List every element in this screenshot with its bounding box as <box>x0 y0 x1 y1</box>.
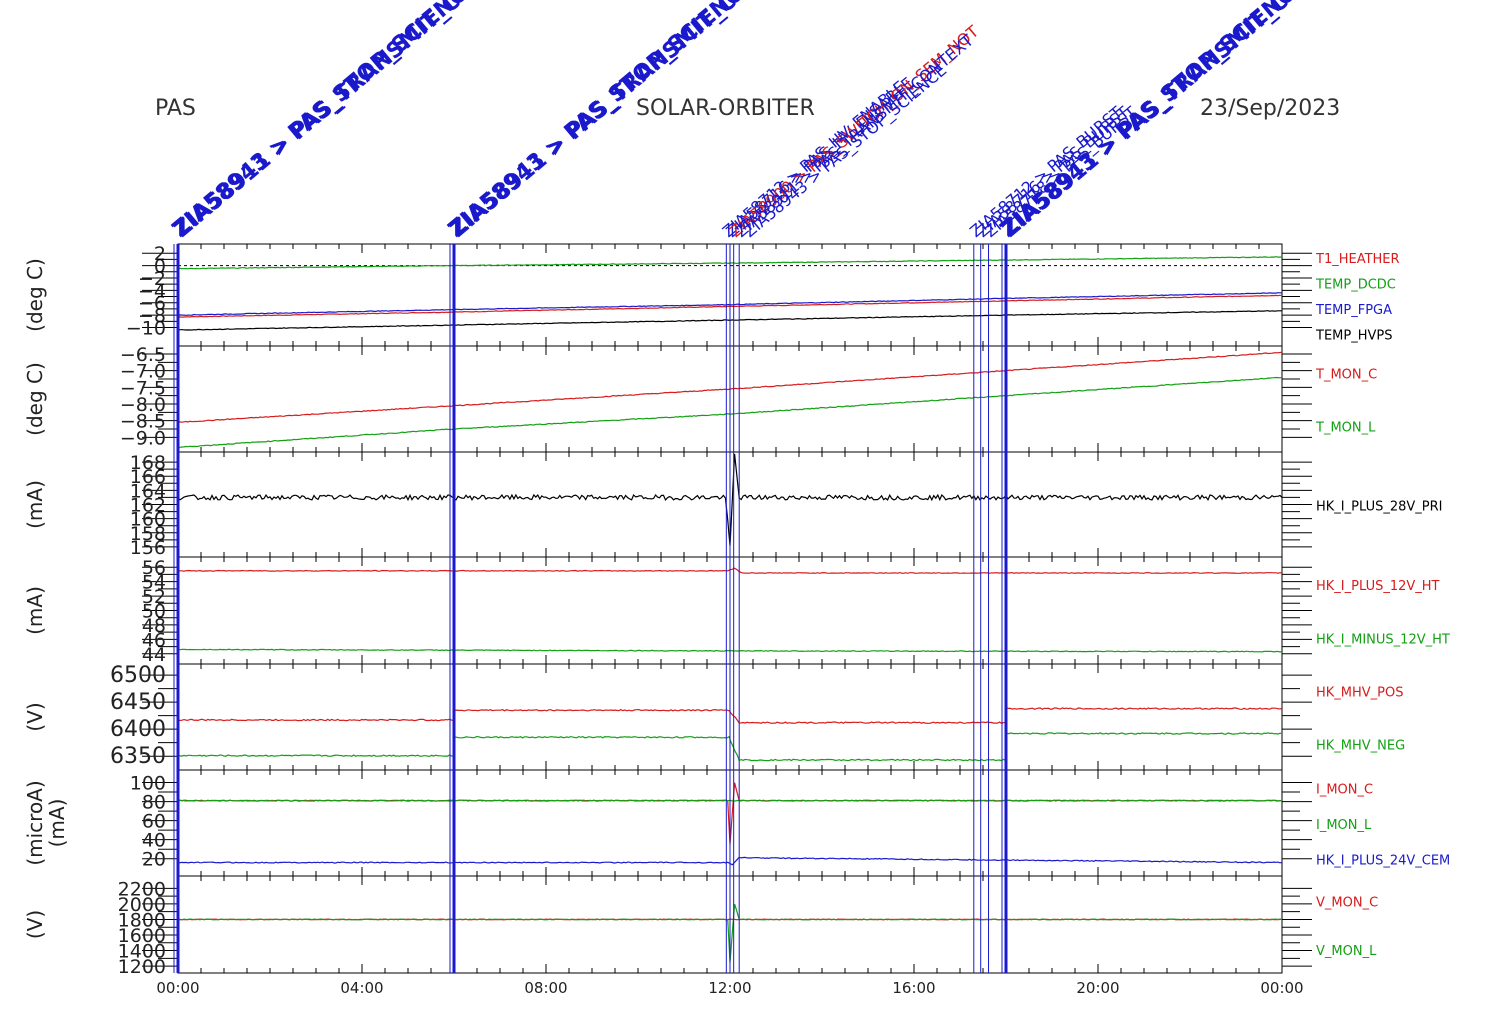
panel-2: −6.5−7.0−7.5−8.0−8.5−9.0 (deg C) T_MON_C T_… <box>23 344 1377 453</box>
x-tick-label: 16:00 <box>892 979 935 997</box>
legend-label: HK_I_MINUS_12V_HT <box>1316 632 1450 647</box>
y-axis-label: (deg C) <box>23 258 47 332</box>
y-tick-label: 44 <box>142 644 166 666</box>
y-tick-label: 1800 <box>118 909 166 931</box>
y-tick-label: 6500 <box>110 663 166 688</box>
y-tick-label: −7.5 <box>120 377 166 399</box>
y-tick-label: 60 <box>142 811 166 833</box>
series-line-v-mon-l <box>177 903 1283 963</box>
y-tick-label: 166 <box>130 466 166 488</box>
y-axis-label: (V) <box>23 702 47 731</box>
y-tick-label: −8.5 <box>120 411 166 433</box>
y-tick-label: 6450 <box>110 690 166 715</box>
y-tick-label: 80 <box>142 792 166 814</box>
event-label: ZIA58911 > PAS_TRANSMIT_CONTEXT <box>732 31 978 242</box>
y-axis-label-secondary: (mA) <box>45 799 69 848</box>
y-axis-label: (microA) <box>23 780 47 865</box>
y-tick-label: 158 <box>130 523 166 545</box>
legend-label: HK_I_PLUS_28V_PRI <box>1316 500 1442 515</box>
legend-label: TEMP_FPGA <box>1315 303 1392 318</box>
series-line-hk-i-plus-28v-pri <box>177 453 1283 546</box>
y-tick-label: −9.0 <box>120 427 166 449</box>
series-line-hk-i-plus-12v-ht <box>177 567 1283 574</box>
y-tick-label: 48 <box>142 615 166 637</box>
event-label: ZIA58911 > PAS_TRANSMIT_CONTEXT <box>998 0 1370 243</box>
y-tick-label: 1200 <box>118 956 166 978</box>
x-tick-label: 20:00 <box>1076 979 1119 997</box>
y-tick-label: 156 <box>130 537 166 559</box>
y-tick-label: 1400 <box>118 941 166 963</box>
y-axis-label: (mA) <box>23 480 47 529</box>
y-tick-label: 164 <box>130 480 166 502</box>
legend-label: TEMP_DCDC <box>1315 277 1396 292</box>
legend-label: I_MON_C <box>1316 783 1373 798</box>
y-tick-label: 52 <box>142 586 166 608</box>
y-tick-label: 2000 <box>118 894 166 916</box>
y-tick-label: 54 <box>142 572 166 594</box>
y-tick-label: 40 <box>142 830 166 852</box>
panel-1: 20−2−4−6−8−10(deg C) T1_HEATHERTEMP_DCDCT… <box>23 243 1400 347</box>
legend-label: V_MON_L <box>1316 944 1377 959</box>
y-tick-label: −8.0 <box>120 394 166 416</box>
y-axis-label: (mA) <box>23 586 47 635</box>
series-line-hk-i-plus-24v-cem <box>177 856 1283 866</box>
x-tick-label: 12:00 <box>708 979 751 997</box>
y-axis-label: (deg C) <box>23 362 47 436</box>
y-tick-label: 6350 <box>110 744 166 769</box>
y-tick-label: 2200 <box>118 878 166 900</box>
x-tick-label: 00:00 <box>156 979 199 997</box>
y-tick-label: −6.5 <box>120 344 166 366</box>
y-tick-label: 46 <box>142 629 166 651</box>
y-tick-label: 56 <box>142 557 166 579</box>
legend-label: HK_MHV_NEG <box>1316 739 1405 754</box>
y-tick-label: 168 <box>130 452 166 474</box>
mission-title: SOLAR-ORBITER <box>636 96 815 121</box>
y-axis-label: (V) <box>23 910 47 939</box>
legend-label: T1_HEATHER <box>1315 252 1400 267</box>
legend-label: T_MON_C <box>1315 368 1377 383</box>
legend-label: I_MON_L <box>1316 818 1372 833</box>
legend-label: T_MON_L <box>1315 421 1376 436</box>
y-tick-label: 162 <box>130 495 166 517</box>
y-tick-label: 20 <box>142 849 166 871</box>
y-tick-label: −10 <box>126 318 166 340</box>
legend-label: HK_MHV_POS <box>1316 686 1404 701</box>
y-tick-label: 160 <box>130 509 166 531</box>
y-tick-label: −7.0 <box>120 361 166 383</box>
y-tick-label: 100 <box>130 773 166 795</box>
legend-label: V_MON_C <box>1316 895 1378 910</box>
x-tick-label: 00:00 <box>1260 979 1303 997</box>
y-tick-label: 6400 <box>110 717 166 742</box>
legend-label: HK_I_PLUS_12V_HT <box>1316 579 1440 594</box>
x-tick-label: 08:00 <box>524 979 567 997</box>
date-title: 23/Sep/2023 <box>1200 96 1341 121</box>
legend-label: TEMP_HVPS <box>1315 328 1392 343</box>
legend-label: HK_I_PLUS_24V_CEM <box>1316 853 1450 868</box>
y-tick-label: 1600 <box>118 925 166 947</box>
x-tick-label: 04:00 <box>340 979 383 997</box>
y-tick-label: 50 <box>142 601 166 623</box>
instrument-title: PAS <box>155 96 196 121</box>
